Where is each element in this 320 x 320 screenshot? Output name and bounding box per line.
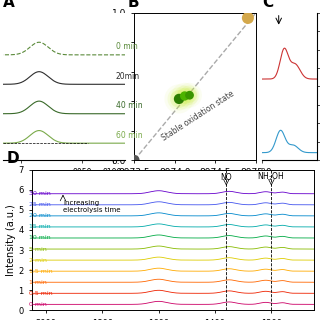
Text: 5 min: 5 min [29,246,47,252]
Point [182,93,187,99]
Point [176,96,181,101]
Text: 1.5 min: 1.5 min [29,269,53,274]
Text: 15 min: 15 min [29,224,51,229]
Text: 30 min: 30 min [29,191,51,196]
Point [176,96,181,101]
X-axis label: Energy (eV): Energy (eV) [164,180,226,190]
Point [187,93,192,98]
Point [176,96,181,101]
Text: 60 min: 60 min [116,131,142,140]
Point [182,93,187,99]
Text: 10 min: 10 min [29,236,51,241]
Point [182,93,187,99]
Y-axis label: Intensity (a.u.): Intensity (a.u.) [5,204,15,276]
Text: 1 min: 1 min [29,280,47,285]
Text: 25 min: 25 min [29,202,51,207]
Text: A: A [3,0,15,10]
Text: NO: NO [220,173,232,182]
Text: 0.5 min: 0.5 min [29,291,53,296]
Text: 2 min: 2 min [29,258,47,263]
Point [132,157,137,163]
Text: Stable oxidation state: Stable oxidation state [160,89,236,143]
Text: Increasing
electrolysis time: Increasing electrolysis time [63,200,120,213]
Text: 40 min: 40 min [116,101,142,110]
Text: B: B [128,0,140,10]
Point [245,15,251,20]
Point [187,93,192,98]
Text: 0 min: 0 min [116,43,137,52]
Point [176,96,181,101]
Text: 20 min: 20 min [29,213,51,218]
Point [182,93,187,99]
Text: 0 min: 0 min [29,302,47,307]
Text: 20min: 20min [116,72,140,81]
Text: C: C [262,0,274,10]
Y-axis label: Oxidation state of Cu: Oxidation state of Cu [99,35,109,138]
Text: NH$_2$OH: NH$_2$OH [257,171,285,183]
Point [187,93,192,98]
Text: D: D [6,151,19,166]
Point [187,93,192,98]
